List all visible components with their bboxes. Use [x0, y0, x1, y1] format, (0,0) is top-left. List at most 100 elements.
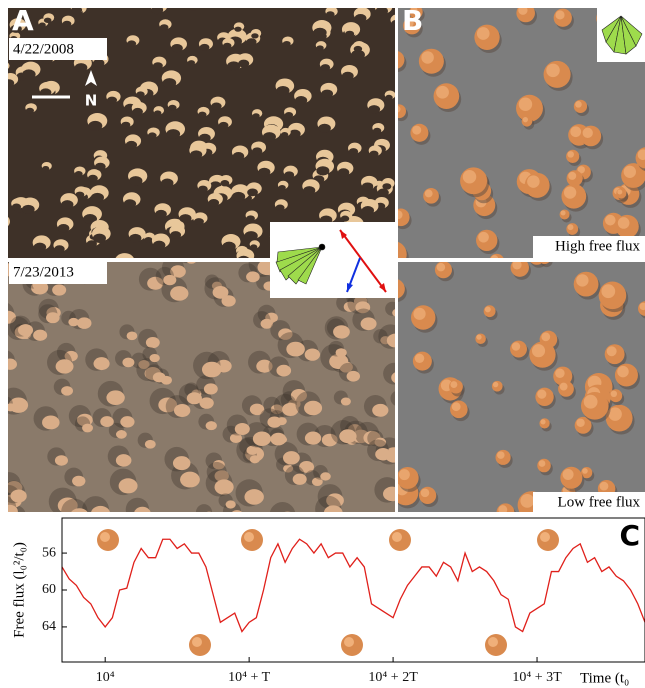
dune [250, 244, 257, 249]
dune [42, 415, 59, 429]
dune [146, 337, 160, 348]
dune [421, 489, 430, 498]
dune [219, 122, 229, 129]
dune [452, 402, 461, 411]
dune [518, 6, 527, 15]
dune [226, 500, 236, 508]
dune [617, 366, 628, 377]
dune [568, 224, 574, 230]
dune [415, 354, 424, 363]
dune-icon [244, 532, 254, 542]
dune [190, 150, 202, 159]
dune [421, 51, 434, 64]
dune [313, 28, 326, 38]
dune [213, 286, 229, 299]
dune [251, 33, 258, 38]
dune [413, 308, 425, 320]
panel-label: C [619, 519, 640, 552]
dune [12, 204, 21, 211]
dune [338, 168, 349, 176]
dune [567, 151, 574, 158]
dune [258, 168, 270, 177]
dune [121, 0, 131, 5]
dune [93, 234, 106, 243]
dune [0, 221, 5, 230]
dune [211, 103, 221, 110]
dune [349, 148, 358, 155]
dune [582, 468, 588, 474]
dune [68, 318, 78, 326]
dune-icon [192, 637, 202, 647]
dune [198, 186, 208, 193]
dune [368, 105, 380, 114]
dune [82, 424, 93, 433]
dune [246, 215, 255, 221]
dune [56, 359, 74, 373]
dune [70, 508, 89, 523]
dune [55, 455, 68, 465]
dune [233, 152, 244, 160]
dune [607, 346, 617, 356]
dune [561, 210, 566, 215]
dune [518, 513, 533, 528]
dune [203, 512, 215, 521]
dune [303, 186, 315, 195]
dune [450, 381, 457, 388]
dune [106, 390, 124, 405]
dune [166, 129, 180, 139]
dune [238, 60, 249, 68]
dune [129, 234, 141, 243]
dune [247, 189, 258, 197]
dune [252, 147, 262, 154]
dune [373, 128, 381, 134]
dune [363, 0, 374, 5]
dune [33, 330, 47, 341]
dune [463, 170, 476, 183]
dune [281, 132, 288, 137]
dune [119, 478, 138, 493]
dune [129, 176, 142, 186]
dune [132, 108, 142, 115]
dune [100, 416, 114, 427]
dune [46, 312, 60, 323]
dune-icon [488, 637, 498, 647]
dune [318, 124, 331, 133]
dune [187, 1, 200, 11]
dune [399, 469, 410, 480]
dune [541, 332, 550, 341]
dune [121, 122, 130, 128]
dune [95, 163, 106, 171]
dune [362, 206, 374, 215]
dune [40, 88, 51, 96]
dune [3, 79, 14, 87]
dune [617, 189, 622, 194]
dune [576, 419, 584, 427]
dune [3, 359, 17, 370]
dune [75, 171, 83, 177]
dune [151, 6, 163, 14]
dune [491, 255, 498, 262]
dune [62, 21, 71, 27]
flux-label: Low free flux [558, 494, 641, 510]
flux-line [62, 539, 645, 631]
dune [601, 284, 615, 298]
dune [154, 110, 161, 115]
dune [519, 97, 532, 110]
dune [180, 472, 200, 488]
dune [222, 242, 235, 252]
dune [58, 224, 70, 232]
dune [523, 117, 528, 122]
dune [220, 180, 229, 186]
dune [94, 357, 110, 370]
figure: A B 4/22/2008 7/23/2013 N High free flux… [0, 0, 645, 688]
dune [163, 78, 177, 88]
x-axis-label: Time (t₀ [580, 670, 629, 686]
dune [611, 391, 617, 397]
x-tick-label: 10⁴ [96, 670, 115, 685]
dune [232, 192, 245, 201]
dune [246, 38, 256, 45]
dune [555, 10, 564, 19]
dune [375, 448, 391, 460]
x-tick-label: 10⁴ + 3T [512, 670, 562, 685]
dune [437, 263, 446, 272]
